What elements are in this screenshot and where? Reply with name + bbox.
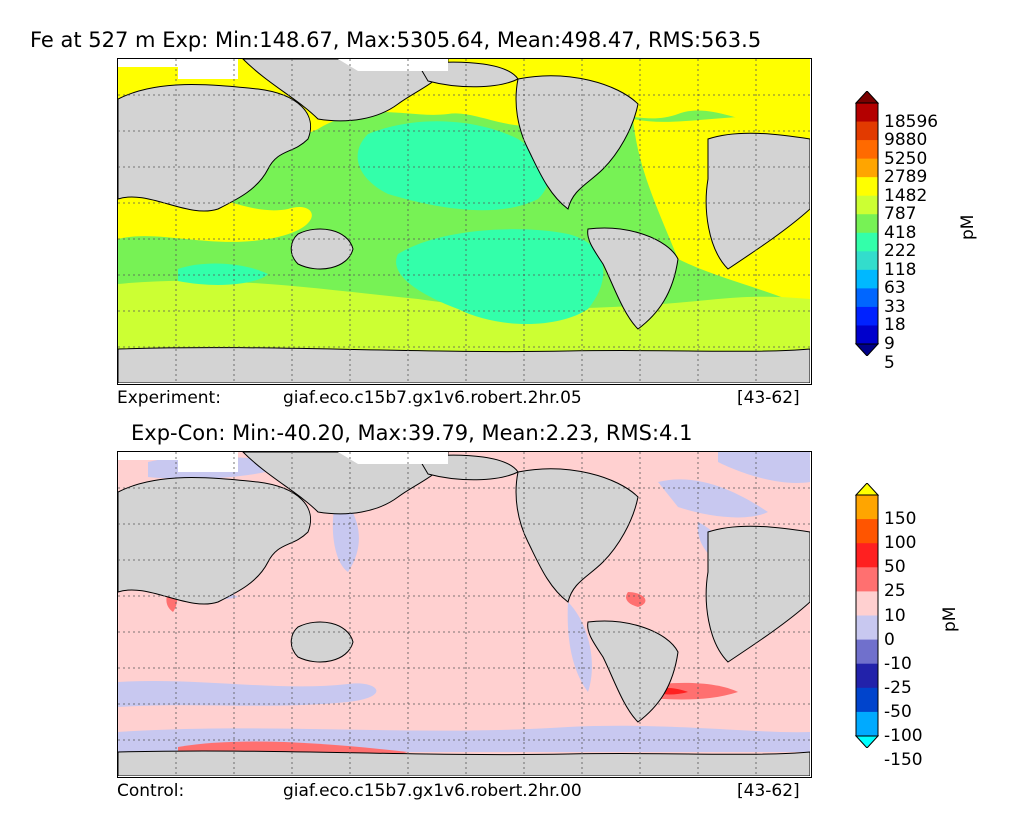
- top-colorbar-tick-label: 222: [884, 241, 917, 262]
- top-colorbar-segment: [856, 103, 878, 123]
- top-colorbar-segment: [856, 121, 878, 141]
- bottom-colorbar-tick-label: 0: [884, 629, 895, 650]
- bottom-colorbar-extend-top: [854, 483, 880, 496]
- top-caption-left: Experiment:: [117, 388, 221, 408]
- top-colorbar-fill: [854, 91, 880, 356]
- top-ice-2: [338, 59, 448, 71]
- bottom-colorbar-tick-label: 50: [884, 557, 906, 578]
- bottom-colorbar-tick-label: 10: [884, 605, 906, 626]
- bottom-colorbar-segment: [856, 615, 878, 641]
- top-colorbar-tick-label: 787: [884, 204, 917, 225]
- top-panel-title: Fe at 527 m Exp: Min:148.67, Max:5305.64…: [30, 28, 762, 52]
- bottom-colorbar-tick-label: 25: [884, 581, 906, 602]
- bottom-colorbar-tick-label: -150: [884, 750, 923, 771]
- top-colorbar-segment: [856, 306, 878, 326]
- bottom-gridlines: [118, 452, 810, 776]
- top-cyan-indian: [178, 263, 268, 285]
- bottom-map-svg: [118, 452, 810, 776]
- top-cyan-north-pacific: [357, 121, 549, 211]
- bottom-colorbar-extend-bottom: [854, 735, 880, 748]
- bottom-colorbar-tick-label: -25: [884, 677, 912, 698]
- bottom-colorbar-segment: [856, 687, 878, 713]
- top-caption-mid: giaf.eco.c15b7.gx1v6.robert.2hr.05: [283, 388, 582, 408]
- bottom-panel-title: Exp-Con: Min:-40.20, Max:39.79, Mean:2.2…: [131, 421, 693, 445]
- top-colorbar-tick-label: 5: [884, 352, 895, 373]
- bottom-caption-right: [43-62]: [737, 781, 800, 801]
- bottom-colorbar-segment: [856, 495, 878, 520]
- top-colorbar-extend-top: [854, 91, 880, 104]
- top-colorbar-tick-label: 33: [884, 296, 906, 317]
- top-colorbar-segment: [856, 177, 878, 197]
- top-map: [117, 58, 812, 385]
- bottom-colorbar-fill: [854, 483, 880, 748]
- bottom-map: [117, 451, 812, 778]
- bottom-colorbar-tick-label: -50: [884, 701, 912, 722]
- top-land: [118, 59, 810, 383]
- top-colorbar-tick-label: 418: [884, 222, 917, 243]
- top-colorbar-segment: [856, 325, 878, 345]
- top-colorbar-tick-label: 1482: [884, 185, 928, 206]
- bottom-caption-left: Control:: [117, 781, 185, 801]
- top-colorbar-segment: [856, 140, 878, 160]
- top-colorbar-segment: [856, 158, 878, 178]
- top-lightgreen-south: [118, 280, 810, 359]
- top-colorbar-tick-label: 9880: [884, 130, 928, 151]
- top-ice-1: [118, 59, 238, 79]
- bottom-colorbar-segment: [856, 591, 878, 616]
- bottom-caption-mid: giaf.eco.c15b7.gx1v6.robert.2hr.00: [283, 781, 582, 801]
- top-colorbar-tick-label: 18: [884, 315, 906, 336]
- top-colorbar-segment: [856, 269, 878, 289]
- bottom-colorbar-unit: pM: [940, 606, 960, 632]
- bottom-colorbar-segment: [856, 543, 878, 568]
- bottom-colorbar-segment: [856, 519, 878, 544]
- top-colorbar-segment: [856, 288, 878, 308]
- top-colorbar: [854, 91, 880, 356]
- bottom-colorbar-segment: [856, 639, 878, 665]
- bottom-colorbar-tick-label: -100: [884, 726, 923, 746]
- top-colorbar-tick-label: 5250: [884, 148, 928, 169]
- bottom-colorbar-segment: [856, 567, 878, 592]
- bottom-land: [118, 452, 810, 776]
- bottom-colorbar-segment: [856, 663, 878, 689]
- bottom-colorbar-segment: [856, 711, 878, 737]
- top-map-svg: [118, 59, 810, 383]
- bottom-colorbar: [854, 483, 880, 748]
- top-colorbar-segment: [856, 251, 878, 271]
- top-colorbar-tick-label: 118: [884, 259, 917, 280]
- top-colorbar-tick-label: 63: [884, 278, 906, 299]
- top-colorbar-segment: [856, 232, 878, 252]
- bottom-colorbar-tick-label: 150: [884, 509, 917, 530]
- top-colorbar-segment: [856, 214, 878, 234]
- top-colorbar-unit: pM: [958, 214, 978, 240]
- top-cyan-south-pacific: [396, 229, 604, 324]
- bottom-ice-2: [338, 452, 448, 464]
- bottom-colorbar-tick-label: 100: [884, 533, 917, 554]
- top-colorbar-tick-label: 9: [884, 334, 895, 354]
- top-gridlines: [118, 59, 810, 383]
- top-colorbar-tick-label: 18596: [884, 111, 939, 132]
- top-colorbar-extend-bottom: [854, 343, 880, 356]
- bottom-ice-1: [118, 452, 238, 472]
- top-colorbar-segment: [856, 195, 878, 215]
- bottom-colorbar-tick-label: -10: [884, 653, 912, 674]
- top-colorbar-tick-label: 2789: [884, 167, 928, 188]
- top-caption-right: [43-62]: [737, 388, 800, 408]
